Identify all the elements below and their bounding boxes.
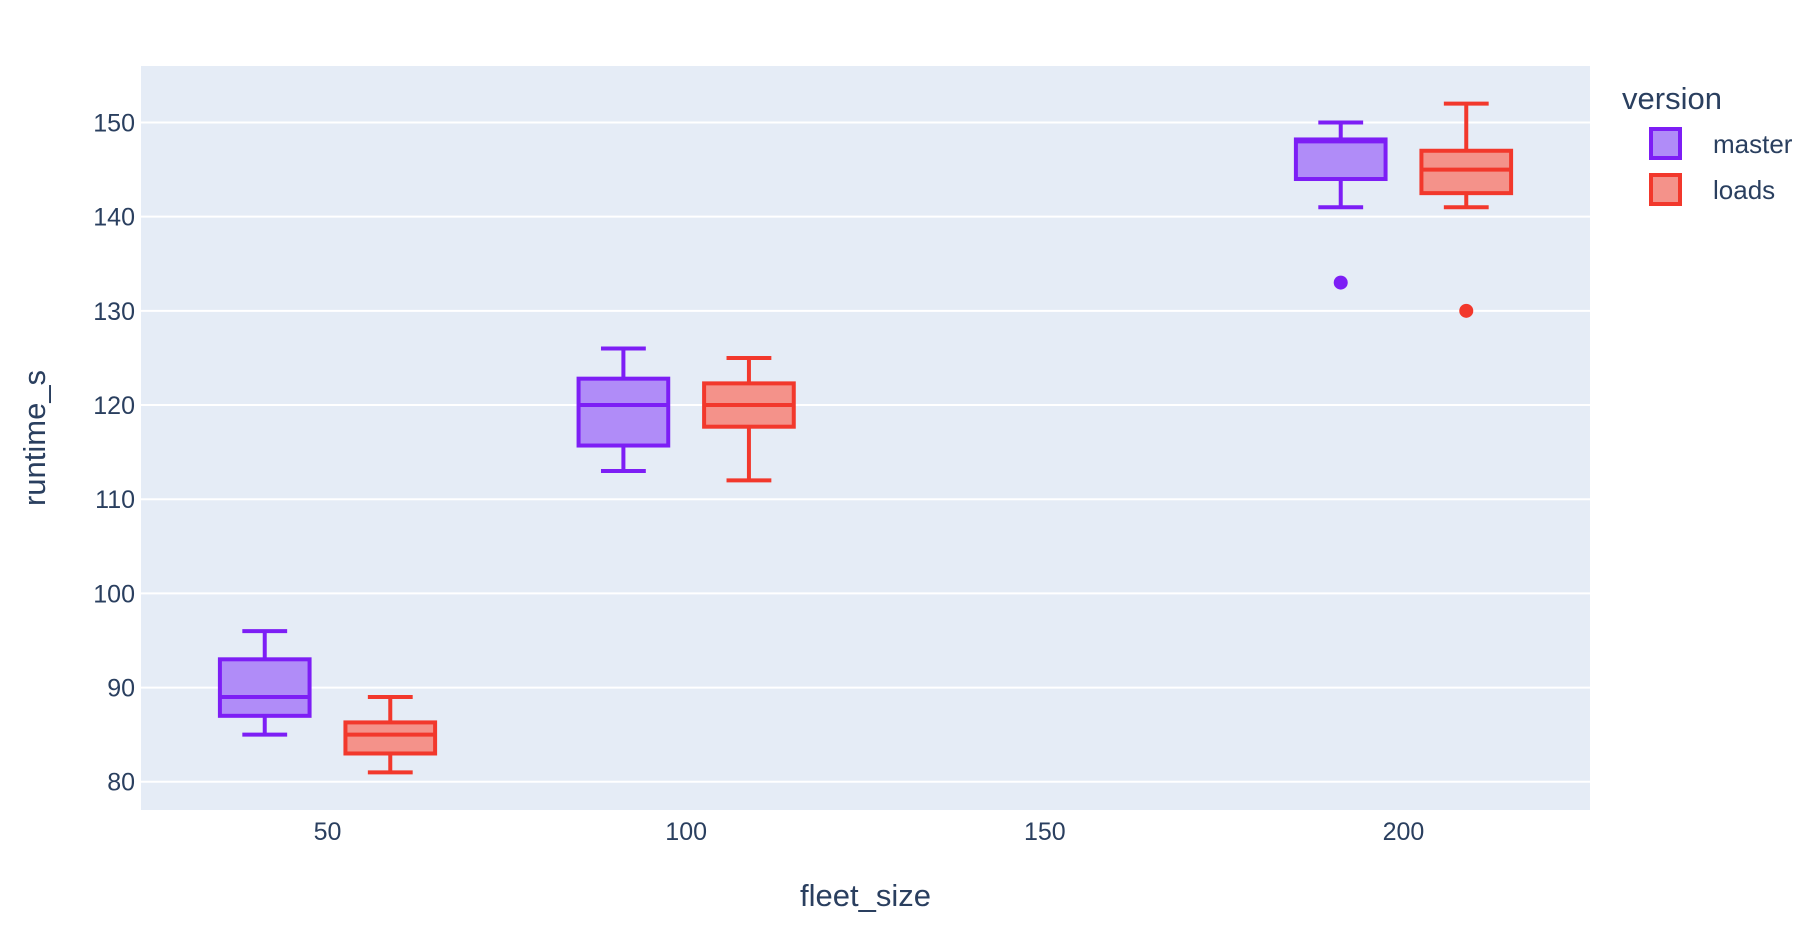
box-body <box>1419 148 1514 196</box>
y-tick-label-120: 120 <box>93 392 135 420</box>
legend-swatch <box>1649 127 1682 160</box>
box-loads-100 <box>702 355 796 483</box>
box-body <box>217 657 312 718</box>
y-tick-label-90: 90 <box>107 675 135 703</box>
box-loads-50 <box>343 694 438 775</box>
x-tick-label-200: 200 <box>1383 818 1425 846</box>
legend-swatch <box>1649 173 1682 206</box>
y-tick-label-80: 80 <box>107 769 135 797</box>
legend-item-loads: loads <box>1649 173 1775 206</box>
y-tick-label-130: 130 <box>93 298 135 326</box>
legend-title: version <box>1622 81 1722 116</box>
box-body <box>343 720 438 756</box>
box-body <box>1293 137 1388 182</box>
y-tick-label-100: 100 <box>93 580 135 608</box>
x-tick-label-150: 150 <box>1024 818 1066 846</box>
x-tick-label-100: 100 <box>665 818 707 846</box>
box-master-200 <box>1293 120 1388 290</box>
outlier-point <box>1333 275 1348 290</box>
box-loads-200 <box>1419 101 1514 318</box>
plot-background <box>141 66 1590 810</box>
outlier-point <box>1459 303 1474 318</box>
series-master <box>217 120 1388 737</box>
legend-label: master <box>1713 129 1793 159</box>
box-master-50 <box>217 629 312 737</box>
y-axis-title: runtime_s <box>17 370 52 506</box>
box-series <box>217 101 1514 775</box>
legend-label: loads <box>1713 175 1775 205</box>
y-axis-ticks: 80 90 100 110 120 130 140 150 <box>93 110 135 797</box>
series-loads <box>343 101 1514 775</box>
x-tick-label-50: 50 <box>314 818 342 846</box>
box-master-100 <box>576 346 671 473</box>
x-axis-title: fleet_size <box>800 878 931 913</box>
box-body <box>576 376 671 448</box>
y-tick-label-150: 150 <box>93 110 135 138</box>
legend: version master loads <box>1622 81 1793 206</box>
legend-item-master: master <box>1649 127 1793 160</box>
y-tick-label-140: 140 <box>93 204 135 232</box>
y-tick-label-110: 110 <box>95 486 135 514</box>
x-axis-ticks: 50 100 150 200 <box>314 818 1425 846</box>
y-gridlines <box>141 121 1590 783</box>
